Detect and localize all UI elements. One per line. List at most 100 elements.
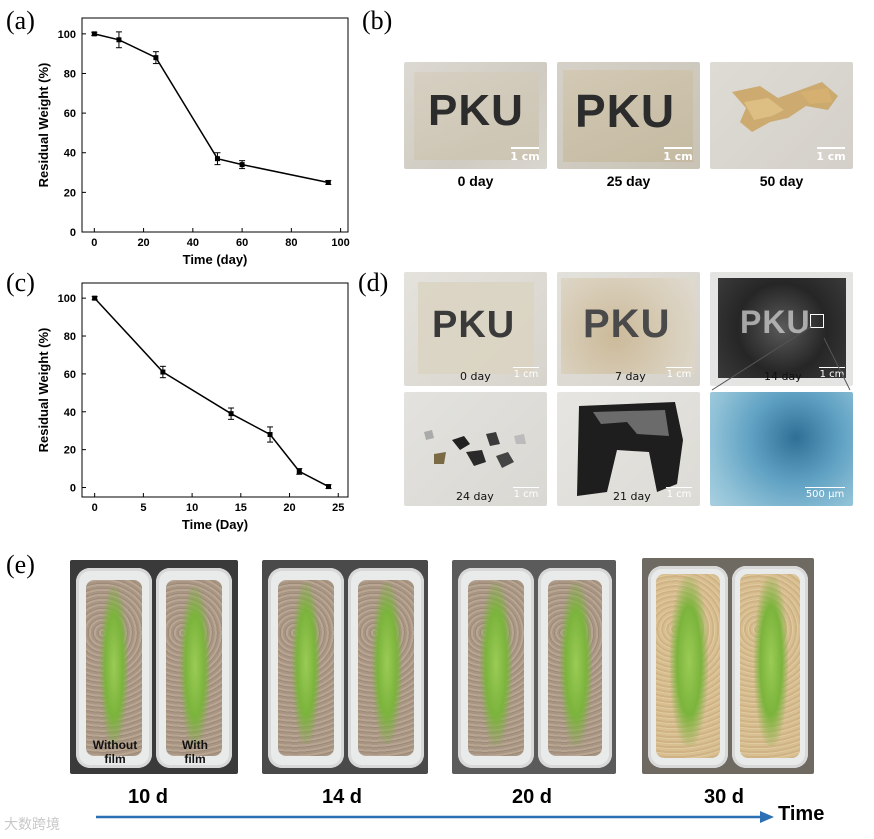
x-tick-label: 10 [186,502,198,514]
day-label: 7 day [615,370,646,383]
data-point [325,179,331,185]
panel-b-caption-50day: 50 day [759,173,804,189]
scale-bar: 1 cm [662,147,694,163]
y-tick-label: 80 [64,68,76,80]
zoom-box [810,314,824,328]
scale-bar: 1 cm [815,147,847,163]
panel-b-caption-0day: 0 day [457,173,494,189]
scale-bar: 1 cm [513,367,539,380]
chart-a: 0 20 40 60 80 100 0 20 40 60 80 100 Time (day) Residu… [36,17,350,267]
x-tick-label: 15 [235,502,247,514]
scale-bar: 1 cm [666,367,692,380]
y-tick-label: 20 [64,445,76,457]
time-arrow [96,811,774,823]
data-point [153,55,159,61]
x-tick-label: 60 [236,237,248,249]
day-label-20d: 20 d [512,786,553,808]
y-axis-label: Residual Weight (%) [36,63,51,188]
without-film-label: Without film [92,738,138,766]
x-tick-label: 0 [91,237,97,249]
panel-d-photo-0day: PKU 0 day 1 cm [404,272,547,386]
x-tick-label: 5 [140,502,146,514]
panel-e-photo-20d [452,560,616,774]
x-tick-label: 40 [187,237,199,249]
x-axis-label: Time (Day) [182,517,248,532]
x-tick-label: 20 [137,237,149,249]
x-tick-label: 0 [92,502,98,514]
x-tick-label: 100 [331,237,349,249]
panel-b-caption-25day: 25 day [606,173,651,189]
y-tick-label: 40 [64,148,76,160]
pku-text: PKU [583,302,671,346]
y-tick-label: 80 [64,331,76,343]
day-label: 14 day [764,370,802,383]
panel-e-photo-10d: Without film With film [70,560,238,774]
scale-bar: 1 cm [513,487,539,500]
y-tick-label: 100 [58,29,76,41]
data-point [116,37,122,43]
panel-e-photo-30d [642,558,814,774]
panel-e-letter: (e) [6,550,35,579]
zoom-lines [711,325,851,391]
day-label: 24 day [456,490,494,503]
scale-bar: 500 μm [805,487,845,500]
day-label-14d: 14 d [322,786,363,808]
data-point [228,411,234,417]
panel-b-letter: (b) [362,6,393,35]
panel-d-photo-7day: PKU 7 day 1 cm [557,272,700,386]
chart-c: 0 5 10 15 20 25 0 20 40 60 80 100 Time (Day) Residual… [36,282,349,532]
data-point [239,162,245,168]
panel-b-photo-0day: PKU 1 cm [404,62,547,169]
scale-bar: 1 cm [666,487,692,500]
pku-text: PKU [740,304,811,340]
data-point [326,484,332,490]
x-tick-label: 25 [332,502,344,514]
panel-d-photo-24day: 24 day 1 cm [404,392,547,506]
y-tick-label: 60 [64,108,76,120]
film-fragments [732,82,838,132]
data-point [267,432,273,438]
panel-d-photo-14day: PKU 14 day 1 cm [710,272,853,386]
film-fragments [424,430,526,468]
panel-b-photo-25day: PKU 1 cm [557,62,700,169]
y-tick-label: 60 [64,369,76,381]
data-point [92,295,98,301]
y-tick-label: 40 [64,407,76,419]
panel-c-letter: (c) [6,268,35,297]
panel-d-letter: (d) [358,268,389,297]
data-point [214,156,220,162]
day-label: 21 day [613,490,651,503]
with-film-label: With film [182,738,208,766]
data-point [91,31,97,37]
scale-bar: 1 cm [819,367,845,380]
y-tick-label: 20 [64,187,76,199]
panel-d-microscope-image: 500 μm [710,392,853,506]
pku-text: PKU [575,85,676,137]
scale-bar: 1 cm [509,147,541,163]
day-label-30d: 30 d [704,786,745,808]
data-line [94,33,329,184]
x-tick-label: 20 [283,502,295,514]
y-tick-label: 0 [70,483,76,495]
pku-text: PKU [432,304,516,346]
panel-d-photo-21day: 21 day 1 cm [557,392,700,506]
data-point [296,468,302,474]
x-tick-label: 80 [285,237,297,249]
pku-text: PKU [428,86,524,135]
watermark-logo: 大数跨境 [4,816,60,832]
data-line [94,297,329,488]
data-point [160,369,166,375]
panel-a-letter: (a) [6,6,35,35]
plot-frame [81,17,349,233]
film-fragments [577,402,683,496]
y-tick-label: 100 [58,293,76,305]
y-tick-label: 0 [70,227,76,239]
time-axis-label: Time [778,803,825,825]
panel-b-photo-50day: 1 cm [710,62,853,169]
plot-frame [81,282,349,498]
panel-e-photo-14d [262,560,428,774]
day-label: 0 day [460,370,491,383]
y-axis-label: Residual Weight (%) [36,328,51,453]
x-axis-label: Time (day) [183,252,248,267]
day-label-10d: 10 d [128,786,169,808]
